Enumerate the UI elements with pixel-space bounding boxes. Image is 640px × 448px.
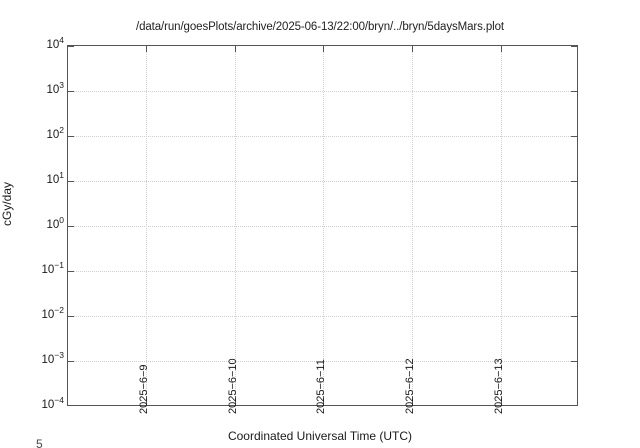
gridline-horizontal [68, 226, 577, 227]
gridline-vertical [146, 46, 147, 405]
x-axis-tick-mark [323, 46, 324, 52]
y-axis-tick-mark [571, 361, 577, 362]
y-axis-tick-mark [68, 91, 74, 92]
y-axis-tick-mark [68, 226, 74, 227]
y-axis-tick-mark [68, 136, 74, 137]
y-axis-tick-mark [68, 361, 74, 362]
y-axis-tick-mark [571, 91, 577, 92]
y-axis-tick-mark [571, 136, 577, 137]
y-axis-tick-mark [571, 226, 577, 227]
y-axis-tick-mark [571, 271, 577, 272]
y-axis-title: cGy/day [0, 181, 14, 226]
gridline-horizontal [68, 181, 577, 182]
y-axis-tick-mark [571, 316, 577, 317]
x-axis-tick-mark [501, 46, 502, 52]
y-axis-tick-mark [68, 46, 74, 47]
x-axis-tick-mark [235, 399, 236, 405]
x-axis-tick-mark [146, 399, 147, 405]
x-axis-tick-label: 2025−6−11 [315, 359, 327, 414]
x-axis-title: Coordinated Universal Time (UTC) [227, 429, 413, 443]
x-axis-tick-mark [501, 399, 502, 405]
x-axis-tick-mark [412, 46, 413, 52]
y-axis-tick-mark [68, 181, 74, 182]
y-axis-tick-label: 10−2 [41, 305, 65, 321]
gridline-horizontal [68, 361, 577, 362]
y-axis-tick-label: 10−3 [41, 350, 65, 366]
plot-area [68, 46, 577, 405]
chart-title: /data/run/goesPlots/archive/2025-06-13/2… [135, 21, 505, 33]
y-axis-tick-label: 101 [46, 170, 64, 186]
y-axis-tick-label: 10−1 [41, 260, 65, 276]
gridline-horizontal [68, 316, 577, 317]
y-axis-tick-label: 103 [46, 80, 64, 96]
x-axis-tick-mark [146, 46, 147, 52]
x-axis-tick-mark [235, 46, 236, 52]
gridline-vertical [323, 46, 324, 405]
y-axis-tick-mark [68, 316, 74, 317]
y-axis-tick-label: 100 [46, 215, 64, 231]
gridline-horizontal [68, 136, 577, 137]
gridline-vertical [235, 46, 236, 405]
x-axis-tick-label: 2025−6−13 [493, 358, 505, 414]
y-axis-tick-label: 102 [46, 125, 64, 141]
y-axis-tick-mark [571, 181, 577, 182]
plot-frame [67, 45, 578, 406]
y-axis-tick-label: 104 [46, 35, 64, 51]
x-axis-tick-label: 2025−6−10 [227, 358, 239, 414]
gridline-horizontal [68, 271, 577, 272]
clipped-bottom-glyph: 5 [36, 438, 43, 448]
x-axis-tick-label: 2025−6−9 [138, 364, 150, 414]
gridline-vertical [501, 46, 502, 405]
x-axis-tick-mark [323, 399, 324, 405]
x-axis-tick-label: 2025−6−12 [404, 358, 416, 414]
gridline-vertical [412, 46, 413, 405]
gridline-horizontal [68, 91, 577, 92]
y-axis-tick-mark [68, 271, 74, 272]
y-axis-tick-mark [571, 46, 577, 47]
y-axis-tick-label: 10−4 [41, 395, 65, 411]
x-axis-tick-mark [412, 399, 413, 405]
